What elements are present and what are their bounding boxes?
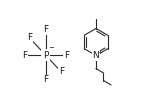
Text: F: F <box>27 34 32 42</box>
Text: −: − <box>48 44 54 50</box>
Text: +: + <box>97 50 102 55</box>
Text: N: N <box>93 51 99 60</box>
Text: F: F <box>43 76 48 84</box>
Text: F: F <box>59 68 64 76</box>
Text: P: P <box>43 50 48 60</box>
Text: F: F <box>22 50 27 60</box>
Text: F: F <box>43 26 48 34</box>
Text: F: F <box>64 50 69 60</box>
